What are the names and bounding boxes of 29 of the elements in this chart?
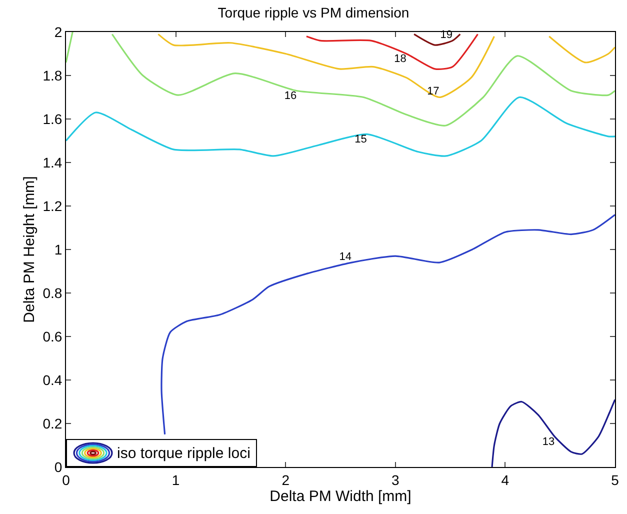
- x-tick-label: 3: [392, 472, 400, 488]
- y-tick-label: 0.4: [42, 372, 62, 388]
- y-tick-label: 0.2: [42, 415, 62, 432]
- x-tick-label: 2: [282, 472, 290, 488]
- series-label: 17: [427, 86, 440, 98]
- x-tick-label: 5: [611, 472, 620, 488]
- annotation: iso torque ripple loci: [117, 444, 250, 462]
- series-label: 14: [339, 250, 352, 263]
- y-axis-title: Delta PM Height [mm]: [20, 176, 38, 323]
- y-tick-label: 1: [54, 241, 62, 258]
- y-tick-label: 0.8: [42, 284, 62, 301]
- series-label: 13: [542, 436, 555, 448]
- chart-title: Torque ripple vs PM dimension: [218, 4, 410, 21]
- y-tick-label: 1.6: [42, 110, 62, 127]
- series-label: 18: [394, 53, 406, 65]
- y-tick-label: 0: [54, 458, 62, 475]
- y-tick-label: 1.2: [42, 198, 62, 214]
- series-label: 15: [354, 133, 367, 146]
- series-label: 16: [284, 90, 297, 102]
- x-tick-label: 4: [501, 472, 510, 488]
- line-series: [491, 398, 615, 467]
- line-series: [160, 214, 615, 436]
- y-tick-label: 1.4: [42, 154, 62, 170]
- x-tick-label: 1: [172, 472, 180, 488]
- y-tick-label: 2: [54, 24, 62, 40]
- note-box: iso torque ripple loci: [66, 439, 258, 467]
- x-axis-title: Delta PM Width [mm]: [270, 488, 412, 505]
- y-tick-label: 1.8: [42, 67, 62, 84]
- y-tick-label: 0.6: [42, 328, 62, 344]
